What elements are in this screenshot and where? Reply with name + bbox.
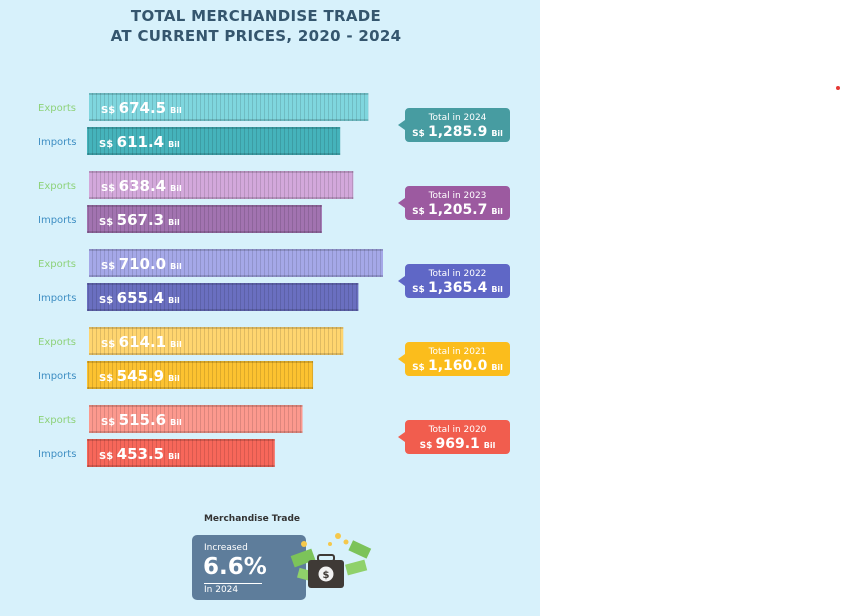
bar-value-label-imports-2023: S$ 567.3 Bil bbox=[99, 211, 180, 229]
bar-ridges-exports-2023 bbox=[89, 171, 354, 199]
total-callout-2021 bbox=[405, 342, 510, 376]
imports-label-2023: Imports bbox=[38, 215, 76, 226]
title-line-2: AT CURRENT PRICES, 2020 - 2024 bbox=[110, 27, 402, 45]
bar-ridges-imports-2023 bbox=[87, 205, 322, 233]
imports-label-2020: Imports bbox=[38, 449, 76, 460]
bar-ridges-exports-2024 bbox=[89, 93, 369, 121]
summary-line-1: Increased bbox=[204, 543, 248, 553]
total-value-2023: S$ 1,205.7 Bil bbox=[412, 202, 503, 218]
exports-label-2023: Exports bbox=[38, 181, 76, 192]
bar-ridges-imports-2021 bbox=[87, 361, 314, 389]
bar-value-label-imports-2022: S$ 655.4 Bil bbox=[99, 289, 180, 307]
total-label-2021: Total in 2021 bbox=[428, 347, 487, 357]
exports-label-2022: Exports bbox=[38, 259, 76, 270]
bar-value-label-exports-2022: S$ 710.0 Bil bbox=[101, 255, 182, 273]
exports-label-2020: Exports bbox=[38, 415, 76, 426]
bar-edge-bottom-imports-2024 bbox=[87, 153, 341, 155]
total-value-2024: S$ 1,285.9 Bil bbox=[412, 124, 503, 140]
bar-edge-top-exports-2023 bbox=[89, 171, 354, 173]
total-callout-pointer-2022 bbox=[398, 276, 405, 286]
bar-ridges-imports-2024 bbox=[87, 127, 341, 155]
bar-edge-bottom-exports-2021 bbox=[89, 353, 344, 355]
total-value-2020: S$ 969.1 Bil bbox=[420, 436, 496, 452]
total-value-2022: S$ 1,365.4 Bil bbox=[412, 280, 503, 296]
bar-edge-top-imports-2023 bbox=[87, 205, 322, 207]
bar-value-label-imports-2024: S$ 611.4 Bil bbox=[99, 133, 180, 151]
bar-edge-bottom-imports-2021 bbox=[87, 387, 314, 389]
exports-label-2021: Exports bbox=[38, 337, 76, 348]
marker-dot bbox=[836, 86, 840, 90]
bar-edge-bottom-imports-2022 bbox=[87, 309, 359, 311]
bar-edge-bottom-exports-2024 bbox=[89, 119, 369, 121]
total-value-2021: S$ 1,160.0 Bil bbox=[412, 358, 503, 374]
total-callout-2023 bbox=[405, 186, 510, 220]
bar-value-label-exports-2021: S$ 614.1 Bil bbox=[101, 333, 182, 351]
summary-box: Increased 6.6% In 2024 bbox=[192, 535, 306, 600]
bar-edge-top-imports-2022 bbox=[87, 283, 359, 285]
summary-divider bbox=[204, 583, 262, 584]
bar-edge-top-exports-2022 bbox=[89, 249, 383, 251]
bar-ridges-imports-2020 bbox=[87, 439, 275, 467]
trade-bar-chart: Exports Imports S$ 674.5 Bil S$ 611.4 Bil Tota… bbox=[38, 93, 510, 467]
total-callout-pointer-2021 bbox=[398, 354, 405, 364]
bar-edge-top-imports-2024 bbox=[87, 127, 341, 129]
total-label-2023: Total in 2023 bbox=[428, 191, 487, 201]
bar-edge-bottom-exports-2023 bbox=[89, 197, 354, 199]
total-callout-2024 bbox=[405, 108, 510, 142]
imports-label-2024: Imports bbox=[38, 137, 76, 148]
exports-label-2024: Exports bbox=[38, 103, 76, 114]
chart-title: TOTAL MERCHANDISE TRADE AT CURRENT PRICE… bbox=[0, 6, 512, 46]
bar-ridges-exports-2021 bbox=[89, 327, 344, 355]
total-label-2022: Total in 2022 bbox=[428, 269, 487, 279]
bar-value-label-exports-2023: S$ 638.4 Bil bbox=[101, 177, 182, 195]
bar-ridges-exports-2020 bbox=[89, 405, 303, 433]
summary-line-2: In 2024 bbox=[204, 585, 239, 595]
bar-edge-top-exports-2020 bbox=[89, 405, 303, 407]
bar-ridges-exports-2022 bbox=[89, 249, 383, 277]
bar-edge-bottom-exports-2022 bbox=[89, 275, 383, 277]
bar-ridges-imports-2022 bbox=[87, 283, 359, 311]
summary-value: 6.6% bbox=[203, 554, 267, 580]
bar-edge-top-exports-2021 bbox=[89, 327, 344, 329]
total-callout-pointer-2024 bbox=[398, 120, 405, 130]
total-label-2020: Total in 2020 bbox=[428, 425, 487, 435]
total-callout-pointer-2023 bbox=[398, 198, 405, 208]
title-line-1: TOTAL MERCHANDISE TRADE bbox=[130, 7, 382, 25]
money-bag-icon: $ bbox=[290, 533, 372, 588]
bar-edge-top-imports-2020 bbox=[87, 439, 275, 441]
total-callout-2020 bbox=[405, 420, 510, 454]
bar-edge-top-exports-2024 bbox=[89, 93, 369, 95]
bar-value-label-imports-2021: S$ 545.9 Bil bbox=[99, 367, 180, 385]
svg-text:$: $ bbox=[323, 570, 330, 581]
total-callout-2022 bbox=[405, 264, 510, 298]
imports-label-2021: Imports bbox=[38, 371, 76, 382]
imports-label-2022: Imports bbox=[38, 293, 76, 304]
summary-title: Merchandise Trade bbox=[203, 514, 301, 524]
total-label-2024: Total in 2024 bbox=[428, 113, 487, 123]
bar-edge-bottom-imports-2020 bbox=[87, 465, 275, 467]
bar-edge-top-imports-2021 bbox=[87, 361, 314, 363]
bar-value-label-imports-2020: S$ 453.5 Bil bbox=[99, 445, 180, 463]
bar-value-label-exports-2024: S$ 674.5 Bil bbox=[101, 99, 182, 117]
total-callout-pointer-2020 bbox=[398, 432, 405, 442]
bar-edge-bottom-exports-2020 bbox=[89, 431, 303, 433]
bar-edge-bottom-imports-2023 bbox=[87, 231, 322, 233]
bar-value-label-exports-2020: S$ 515.6 Bil bbox=[101, 411, 182, 429]
